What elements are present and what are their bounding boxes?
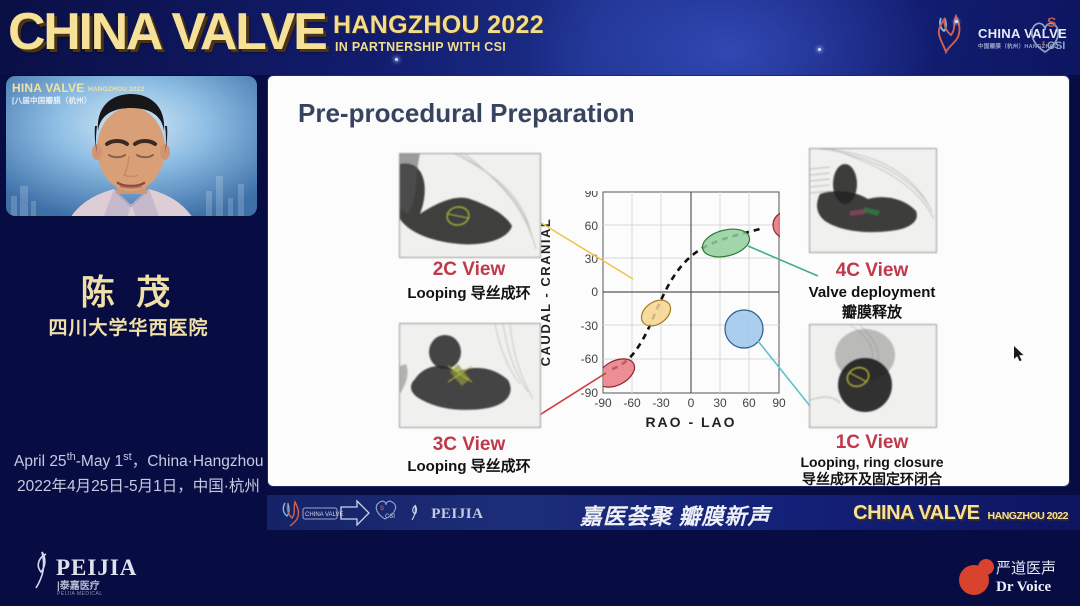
- svg-text:Dr Voice: Dr Voice: [996, 579, 1051, 595]
- svg-text:CSI: CSI: [1047, 40, 1065, 52]
- svg-text:S: S: [1047, 14, 1056, 30]
- svg-text:60: 60: [742, 396, 756, 410]
- svg-text:PEIJIA MEDICAL: PEIJIA MEDICAL: [57, 591, 103, 597]
- svg-text:90: 90: [585, 191, 599, 200]
- svg-text:i: i: [1042, 31, 1044, 40]
- svg-text:CHINA VALVE: CHINA VALVE: [305, 512, 343, 518]
- svg-text:-90: -90: [594, 396, 612, 410]
- svg-text:严道医声: 严道医声: [996, 559, 1056, 577]
- svg-text:PEIJIA: PEIJIA: [56, 555, 137, 580]
- svg-text:RAO - LAO: RAO - LAO: [645, 414, 736, 430]
- svg-text:CSI: CSI: [385, 514, 395, 520]
- svg-text:-60: -60: [581, 352, 599, 366]
- svg-text:0: 0: [591, 285, 598, 299]
- svg-text:-60: -60: [623, 396, 641, 410]
- svg-text:-30: -30: [652, 396, 670, 410]
- svg-text:90: 90: [772, 396, 786, 410]
- svg-text:S: S: [380, 506, 384, 512]
- svg-text:60: 60: [585, 219, 599, 233]
- svg-text:0: 0: [688, 396, 695, 410]
- svg-text:f: f: [1042, 40, 1045, 49]
- svg-text:-30: -30: [581, 319, 599, 333]
- svg-text:30: 30: [713, 396, 727, 410]
